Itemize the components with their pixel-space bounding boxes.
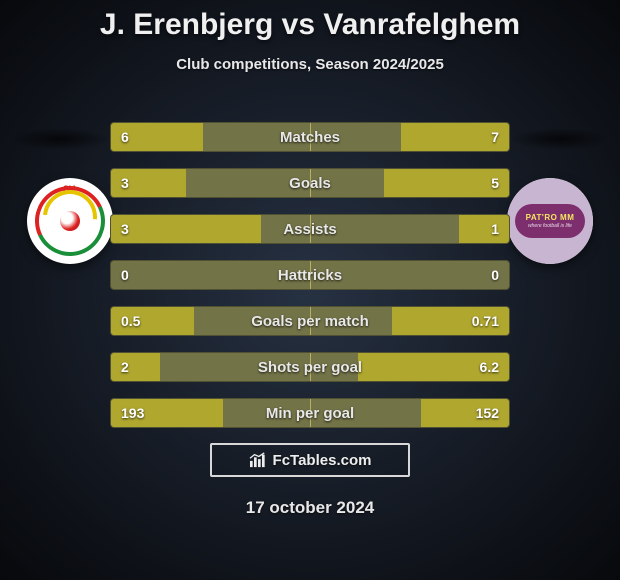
- club-logo-right-art: PAT'RO MM where football is life: [507, 178, 593, 264]
- subtitle: Club competitions, Season 2024/2025: [0, 56, 620, 73]
- date-text: 17 october 2024: [0, 498, 620, 518]
- logo-shadow-left: [10, 128, 110, 150]
- stat-row: 0.50.71Goals per match: [110, 306, 510, 336]
- stat-bars: 67Matches 35Goals 31Assists 00Hattricks 0.50…: [110, 122, 510, 444]
- stat-label: Min per goal: [111, 399, 509, 427]
- page-title: J. Erenbjerg vs Vanrafelghem: [0, 0, 620, 42]
- stat-label: Shots per goal: [111, 353, 509, 381]
- stat-row: 26.2Shots per goal: [110, 352, 510, 382]
- stat-label: Goals: [111, 169, 509, 197]
- infographic-root: J. Erenbjerg vs Vanrafelghem Club compet…: [0, 0, 620, 580]
- stat-label: Goals per match: [111, 307, 509, 335]
- stat-row: 00Hattricks: [110, 260, 510, 290]
- stat-row: 193152Min per goal: [110, 398, 510, 428]
- stat-label: Matches: [111, 123, 509, 151]
- club-logo-left-art: SV: [35, 186, 105, 256]
- brand-text: FcTables.com: [273, 452, 372, 469]
- logo-shadow-right: [510, 128, 610, 150]
- brand-box: FcTables.com: [210, 443, 410, 477]
- chart-icon: [249, 452, 267, 468]
- stat-row: 31Assists: [110, 214, 510, 244]
- stat-row: 35Goals: [110, 168, 510, 198]
- stat-row: 67Matches: [110, 122, 510, 152]
- stat-label: Hattricks: [111, 261, 509, 289]
- stat-label: Assists: [111, 215, 509, 243]
- club-logo-right: PAT'RO MM where football is life: [507, 178, 593, 264]
- club-logo-left: SV: [27, 178, 113, 264]
